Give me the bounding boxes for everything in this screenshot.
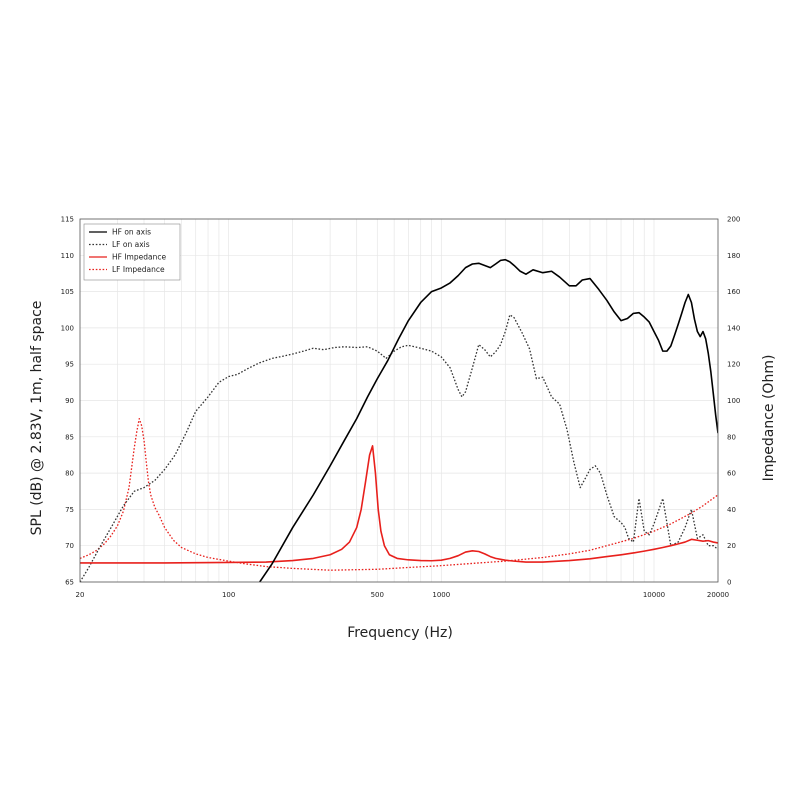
y2-tick-label: 160 [727, 288, 740, 296]
y-tick-label: 65 [65, 579, 74, 587]
x-tick-label: 1000 [432, 591, 450, 599]
legend-box [83, 223, 181, 281]
x-tick-label: 100 [222, 591, 235, 599]
legend: HF on axis LF on axis HF Impedance LF Imped… [83, 223, 181, 281]
y-tick-label: 110 [61, 252, 74, 260]
y-tick-label: 75 [65, 506, 74, 514]
y2-tick-label: 60 [727, 470, 736, 478]
legend-label-hf-on-axis: HF on axis [112, 228, 151, 237]
legend-label-lf-on-axis: LF on axis [112, 240, 150, 249]
series-layer [80, 258, 718, 582]
y2-axis-title: Impedance (Ohm) [761, 355, 777, 482]
x-tick-label: 20000 [707, 591, 729, 599]
series-line-lf-on-axis [80, 314, 718, 582]
plot-frame [79, 218, 719, 583]
y2-tick-label: 0 [727, 579, 731, 587]
y-tick-label: 95 [65, 361, 74, 369]
legend-label-hf-impedance: HF Impedance [112, 253, 166, 262]
y2-tick-label: 20 [727, 542, 736, 550]
y2-tick-labels: 0 20 40 60 80 100 120 140 160 180 200 [727, 216, 740, 587]
x-tick-label: 500 [371, 591, 384, 599]
y-tick-labels: 65 70 75 80 85 90 95 100 105 110 115 [61, 216, 74, 587]
series-line-hf-on-axis [259, 258, 718, 582]
y-tick-label: 90 [65, 397, 74, 405]
x-tick-labels: 20 100 500 1000 10000 20000 [76, 591, 730, 599]
y-tick-label: 85 [65, 433, 74, 441]
y2-tick-label: 80 [727, 433, 736, 441]
y-tick-label: 70 [65, 542, 74, 550]
legend-label-lf-impedance: LF Impedance [112, 265, 165, 274]
y2-tick-label: 180 [727, 252, 740, 260]
x-tick-label: 10000 [643, 591, 665, 599]
y-tick-label: 80 [65, 470, 74, 478]
y-axis-title: SPL (dB) @ 2.83V, 1m, half space [29, 301, 45, 536]
y2-tick-label: 100 [727, 397, 740, 405]
y2-tick-label: 120 [727, 361, 740, 369]
y-tick-label: 115 [61, 216, 74, 224]
y2-tick-label: 200 [727, 216, 740, 224]
y2-tick-label: 40 [727, 506, 736, 514]
x-axis-title: Frequency (Hz) [347, 625, 453, 641]
series-line-lf-impedance [80, 417, 718, 571]
grid [80, 218, 718, 583]
y-tick-label: 105 [61, 288, 74, 296]
x-tick-label: 20 [76, 591, 85, 599]
y2-tick-label: 140 [727, 324, 740, 332]
y-tick-label: 100 [61, 324, 74, 332]
series-line-hf-impedance [80, 445, 718, 564]
